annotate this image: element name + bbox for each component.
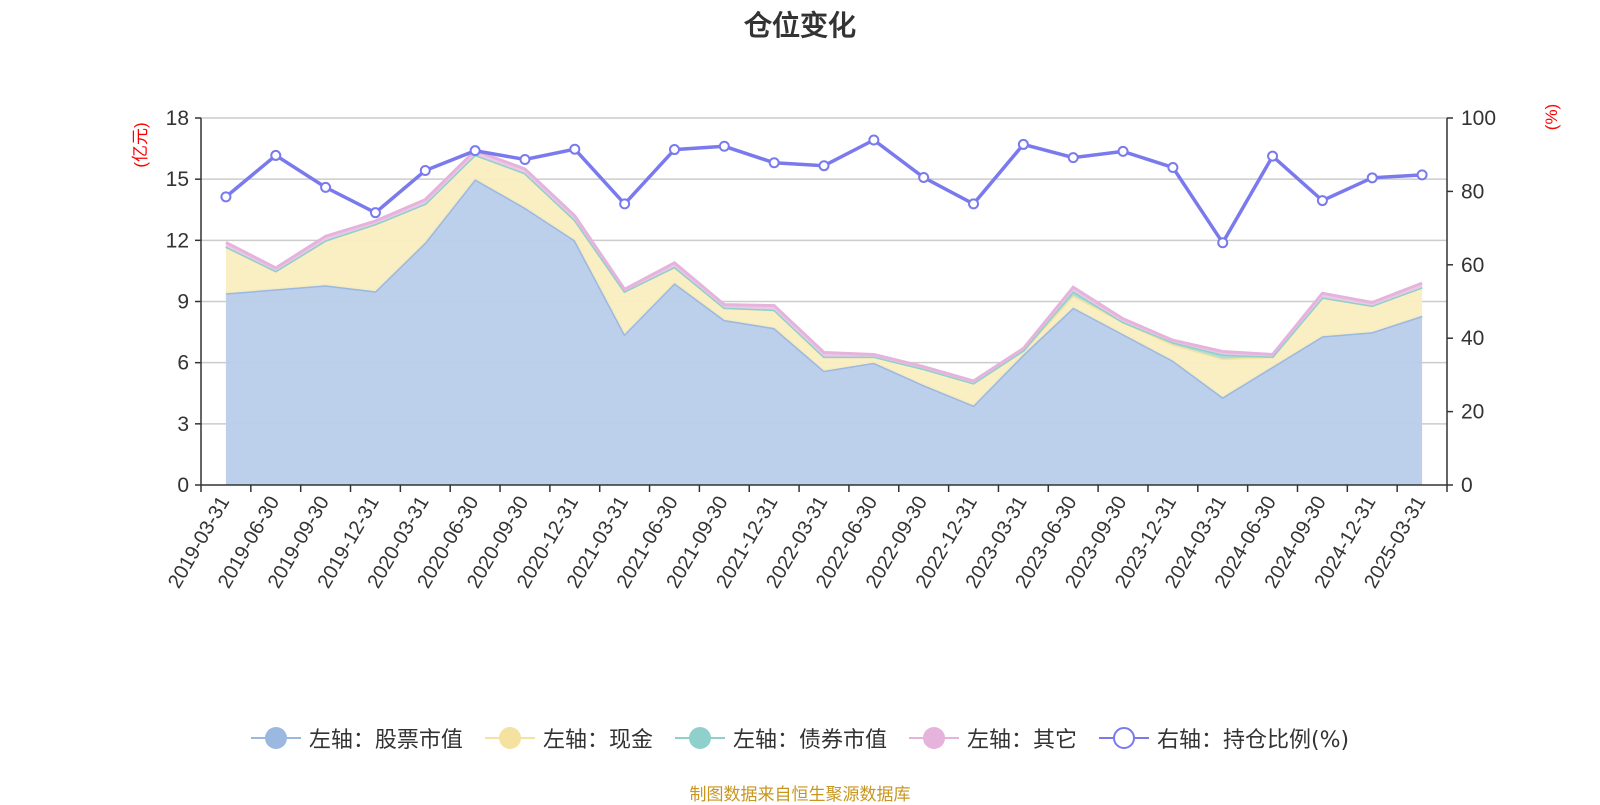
ratio-point [768,157,780,169]
area-fill-series-1 [225,179,1423,485]
legend-swatch-icon [1098,723,1149,753]
right-tick-label: 20 [1461,401,1484,424]
ratio-point [1167,162,1179,174]
ratio-point [569,143,581,155]
ratio-point [320,181,332,193]
ratio-point [1316,195,1328,207]
legend-label: 左轴：其它 [966,728,1077,753]
ratio-point [369,207,381,219]
right-tick-label: 40 [1461,327,1484,350]
left-tick-label: 6 [177,352,189,375]
ratio-point [220,191,232,203]
ratio-point [968,198,980,210]
right-axis-unit-label: (%) [1542,104,1561,130]
legend-label: 左轴：股票市值 [308,728,463,753]
right-tick-label: 80 [1461,180,1484,203]
ratio-point [419,164,431,176]
ratio-point [1267,150,1279,162]
ratio-point [1067,152,1079,164]
right-tick-label: 60 [1461,254,1484,277]
ratio-point [469,145,481,157]
legend-swatch-icon [250,723,301,753]
legend-swatch-icon [484,723,535,753]
ratio-point [270,149,282,161]
legend-label: 左轴：债券市值 [732,728,887,753]
ratio-point [619,198,631,210]
ratio-point [1017,138,1029,150]
ratio-point [1416,169,1428,181]
legend-item-4[interactable]: 左轴：其它 [908,722,1077,754]
legend-item-3[interactable]: 左轴：债券市值 [674,722,887,754]
left-tick-label: 9 [177,291,189,314]
ratio-point [868,134,880,146]
legend-item-1[interactable]: 左轴：股票市值 [250,722,463,754]
legend-item-2[interactable]: 左轴：现金 [484,722,653,754]
left-axis-unit-label: (亿元) [131,122,150,167]
legend-swatch-icon [908,723,959,753]
ratio-point [1217,237,1229,249]
legend-label: 右轴：持仓比例(%) [1156,728,1350,753]
ratio-point [918,171,930,183]
legend: 左轴：股票市值 左轴：现金 左轴：债券市值 左轴：其它 右轴：持仓比例(%) [0,722,1600,754]
left-tick-label: 12 [166,229,189,252]
ratio-point [519,153,531,165]
ratio-point [718,140,730,152]
legend-label: 左轴：现金 [542,728,653,753]
legend-swatch-icon [674,723,725,753]
left-tick-label: 18 [166,107,189,130]
legend-item-5[interactable]: 右轴：持仓比例(%) [1098,722,1350,754]
right-tick-label: 100 [1461,107,1496,130]
ratio-point [668,144,680,156]
left-tick-label: 15 [166,168,189,191]
ratio-point [1117,145,1129,157]
right-tick-label: 0 [1461,474,1473,497]
chart-title: 仓位变化 [743,9,856,42]
ratio-line-layer [220,134,1428,249]
left-tick-label: 0 [177,474,189,497]
stacked-areas [225,148,1423,485]
ratio-point [818,160,830,172]
ratio-point [1366,172,1378,184]
area-top-line-series-4 [225,148,1423,383]
source-note: 制图数据来自恒生聚源数据库 [689,785,911,805]
left-tick-label: 3 [177,413,189,436]
